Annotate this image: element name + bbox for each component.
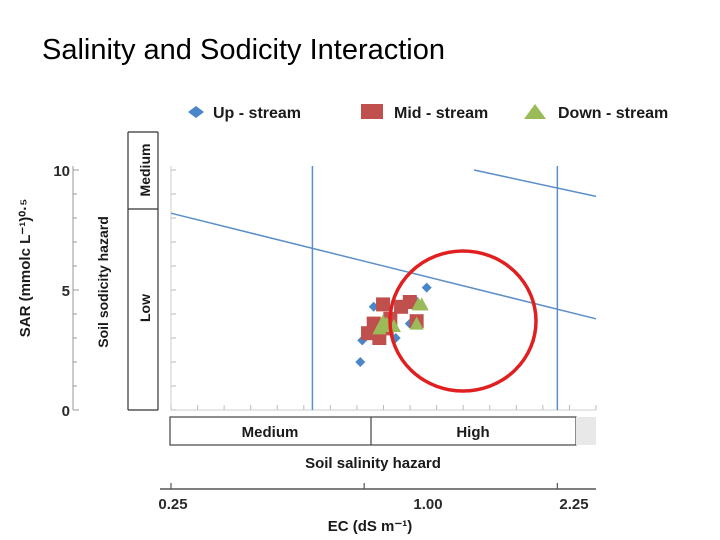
salinity-class-high: High	[456, 424, 489, 441]
legend-label-midstream: Mid - stream	[394, 105, 488, 122]
legend-label-upstream: Up - stream	[213, 105, 301, 122]
sar-tick-0: 0	[62, 403, 70, 420]
ec-axis-label: EC (dS m⁻¹)	[328, 518, 413, 535]
sodicity-hazard-line	[170, 212, 597, 320]
sar-axis-label: SAR (mmolc L⁻¹)⁰·⁵	[17, 199, 34, 337]
plot-frame	[170, 166, 597, 411]
sar-tick-10: 10	[53, 163, 70, 180]
data-point-downstream	[409, 316, 424, 330]
data-point-midstream	[376, 297, 391, 312]
sodicity-hazard-line-upper	[473, 169, 597, 198]
data-point-upstream	[421, 282, 432, 293]
slide-title: Salinity and Sodicity Interaction	[42, 34, 445, 66]
salinity-hazard-title: Soil salinity hazard	[305, 455, 441, 472]
sodicity-hazard-title: Soil sodicity hazard	[95, 216, 111, 347]
sar-axis: 10 5 0 SAR (mmolc L⁻¹)⁰·⁵	[17, 163, 79, 420]
data-point-upstream	[355, 357, 366, 367]
legend-marker-upstream	[188, 106, 204, 118]
data-points	[355, 282, 432, 367]
sodicity-class-low: Low	[137, 294, 153, 322]
salinity-hazard-bar: Medium High Soil salinity hazard	[169, 416, 596, 472]
sar-tick-5: 5	[62, 283, 70, 300]
sodicity-class-medium: Medium	[137, 144, 153, 197]
data-point-midstream	[402, 295, 417, 309]
ec-axis: 0.25 1.00 2.25 EC (dS m⁻¹)	[158, 483, 596, 535]
legend-marker-midstream	[361, 104, 383, 119]
legend-label-downstream: Down - stream	[558, 105, 668, 122]
ec-tick-100: 1.00	[413, 496, 442, 513]
sodicity-hazard-panel: Medium Low Soil sodicity hazard	[95, 131, 159, 411]
salinity-class-medium: Medium	[242, 424, 299, 441]
ec-tick-025: 0.25	[158, 496, 187, 513]
data-point-downstream	[414, 297, 429, 311]
legend: Up - stream Mid - stream Down - stream	[188, 104, 668, 122]
highlight-ellipse	[388, 249, 538, 393]
legend-marker-downstream	[524, 104, 546, 119]
ec-tick-225: 2.25	[559, 496, 588, 513]
